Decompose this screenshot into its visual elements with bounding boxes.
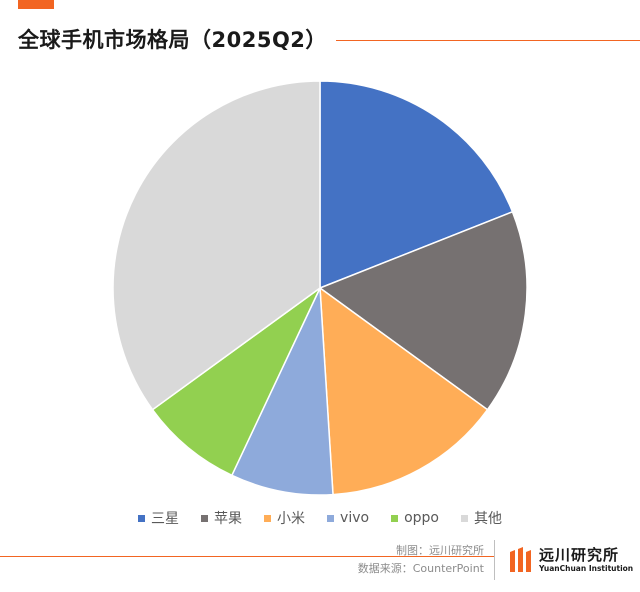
credits: 制图：远川研究所 数据来源：CounterPoint: [358, 542, 484, 578]
footer-divider: [494, 540, 495, 580]
legend-item-5: 其他: [460, 508, 502, 528]
legend-label: 其他: [473, 511, 502, 527]
pie-slice-5: [112, 80, 321, 411]
legend-label: oppo: [404, 510, 439, 526]
legend-swatch: [327, 514, 335, 522]
legend-label: vivo: [340, 510, 370, 526]
brand-mark-icon: [510, 547, 531, 572]
chart-title: 全球手机市场格局（2025Q2）: [18, 28, 327, 52]
footer-rule: [0, 556, 495, 557]
legend-label: 小米: [277, 511, 306, 527]
legend-label: 苹果: [214, 511, 243, 527]
legend-swatch: [138, 514, 146, 522]
accent-block: [18, 0, 54, 9]
legend: 三星 苹果 小米 vivo oppo 其他: [0, 508, 640, 528]
pie-slice-0: [319, 80, 514, 290]
legend-swatch: [264, 514, 272, 522]
source-text: 数据来源：CounterPoint: [357, 562, 484, 575]
pie-slice-1: [318, 210, 528, 411]
legend-swatch: [391, 514, 399, 522]
legend-label: 三星: [151, 511, 180, 527]
brand-logo: 远川研究所 YuanChuan Institution: [508, 544, 636, 576]
legend-item-0: 三星: [138, 508, 179, 528]
brand-name-en: YuanChuan Institution: [539, 564, 634, 573]
legend-item-2: 小米: [264, 508, 305, 528]
legend-swatch: [201, 514, 209, 522]
brand-name-cn: 远川研究所: [539, 546, 620, 564]
pie-slice-2: [319, 286, 489, 496]
legend-item-3: vivo: [327, 508, 369, 528]
pie-slice-4: [151, 287, 321, 477]
legend-item-1: 苹果: [201, 508, 242, 528]
legend-swatch: [460, 514, 468, 522]
pie-slice-3: [230, 287, 334, 496]
title-rule: [336, 40, 640, 41]
legend-item-4: oppo: [391, 508, 439, 528]
made-by-text: 制图：远川研究所: [396, 544, 484, 557]
